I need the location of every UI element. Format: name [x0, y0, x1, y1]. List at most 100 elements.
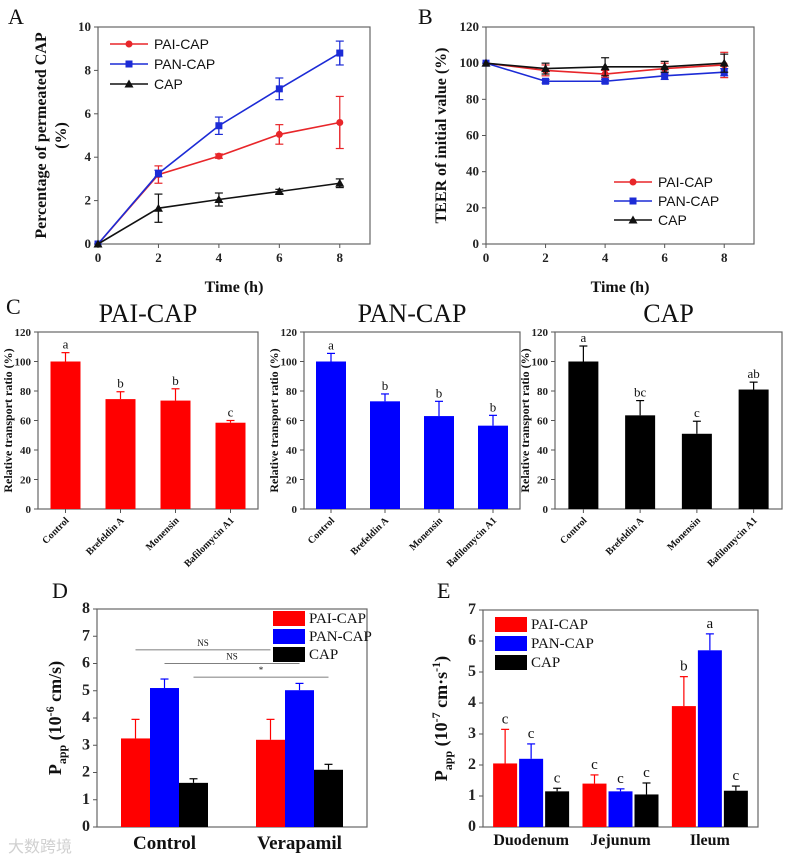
significance-letter: a: [63, 337, 69, 352]
panel-letter: B: [418, 4, 433, 29]
y-tick-label: 120: [460, 19, 480, 34]
x-category-label: Control: [133, 833, 196, 854]
y-tick-label: 100: [460, 55, 480, 70]
series-line-pai-cap: [97, 121, 340, 245]
x-category-label: Ileum: [690, 832, 731, 849]
y-tick-label: 7: [82, 627, 90, 644]
significance-letter: b: [382, 378, 389, 393]
y-label-sup: -7: [429, 712, 443, 722]
data-point-square: [215, 122, 223, 130]
panel-letter: C: [6, 294, 21, 319]
data-point-square: [542, 77, 550, 85]
x-axis-label: Time (h): [205, 279, 264, 296]
bar: [424, 416, 454, 509]
bar: [105, 399, 136, 509]
data-point-square: [125, 60, 133, 68]
x-tick-label: Monensin: [665, 515, 703, 553]
y-label-post2: ): [431, 656, 452, 662]
bar-pai-cap: [121, 738, 150, 827]
data-point-triangle: [214, 195, 224, 204]
data-point-square: [661, 72, 669, 80]
bar: [316, 361, 346, 509]
y-tick-label: 7: [468, 601, 476, 618]
y-tick-label: 80: [286, 386, 298, 398]
y-axis-label: (%): [53, 122, 70, 149]
y-tick-label: 3: [82, 736, 90, 753]
data-point-circle: [629, 178, 637, 186]
y-tick-label: 4: [82, 709, 90, 726]
series-line-pan-cap: [97, 52, 341, 245]
y-tick-label: 5: [468, 663, 476, 680]
watermark-logo: 大数跨境: [8, 837, 72, 856]
x-category-label: Verapamil: [257, 833, 342, 854]
chart-title: PAI-CAP: [99, 299, 198, 328]
y-label-post: cm·s: [431, 672, 451, 713]
y-tick-label: 40: [466, 164, 479, 179]
legend-swatch: [495, 636, 527, 651]
y-tick-label: 8: [82, 600, 90, 617]
bar-pai-cap: [256, 739, 285, 827]
bar: [50, 361, 81, 509]
y-tick-label: 60: [286, 416, 298, 428]
legend-label: PAI-CAP: [531, 617, 588, 633]
legend-label: PAN-CAP: [658, 193, 719, 209]
y-tick-label: 4: [468, 694, 476, 711]
significance-letter: c: [643, 765, 650, 781]
x-tick-label: Monensin: [407, 515, 445, 553]
y-tick-label: 1: [82, 791, 90, 808]
y-tick-label: 0: [26, 504, 32, 516]
chart-title: PAN-CAP: [358, 299, 467, 328]
bar: [478, 425, 508, 509]
significance-letter: a: [707, 616, 714, 632]
data-point-triangle: [335, 178, 345, 187]
data-point-triangle: [124, 79, 134, 88]
significance-letter: a: [328, 337, 334, 352]
y-tick-label: 0: [543, 504, 549, 516]
x-tick-label: Control: [40, 515, 71, 546]
x-axis-label: Time (h): [591, 279, 650, 296]
data-point-circle: [125, 40, 133, 48]
x-tick-label: Brefeldin A: [604, 515, 647, 558]
bar-cap: [723, 790, 748, 827]
y-tick-label: 80: [20, 386, 32, 398]
significance-letter: b: [172, 373, 179, 388]
y-tick-label: 8: [85, 62, 92, 77]
x-tick-label: 2: [542, 250, 549, 265]
y-tick-label: 60: [537, 416, 549, 428]
bar: [568, 361, 599, 509]
legend-swatch: [495, 655, 527, 670]
panel-letter: D: [52, 578, 68, 603]
y-tick-label: 80: [466, 91, 479, 106]
data-point-circle: [336, 118, 344, 126]
x-tick-label: 8: [337, 250, 344, 265]
bar: [625, 415, 656, 509]
legend-swatch: [273, 611, 305, 626]
significance-letter: b: [117, 376, 124, 391]
significance-letter: c: [502, 711, 509, 727]
data-point-triangle: [153, 203, 163, 212]
y-label-main: P: [45, 764, 65, 775]
y-label-post: cm/s): [45, 661, 66, 706]
legend-label: CAP: [154, 76, 183, 92]
data-point-circle: [215, 152, 223, 160]
plot-frame: [97, 26, 371, 245]
y-axis-label: TEER of initial value (%): [433, 47, 450, 223]
y-tick-label: 60: [20, 416, 32, 428]
bar-pan-cap: [285, 690, 314, 827]
y-tick-label: 0: [82, 818, 90, 835]
legend-swatch: [273, 647, 305, 662]
bar-cap: [179, 782, 208, 827]
significance-letter: c: [528, 726, 535, 742]
panel-letter: A: [8, 4, 24, 29]
legend-label: PAI-CAP: [309, 611, 366, 627]
y-tick-label: 2: [468, 756, 476, 773]
bar: [738, 389, 769, 509]
significance-letter: c: [733, 768, 740, 784]
legend-label: PAI-CAP: [154, 36, 209, 52]
significance-label: *: [259, 665, 264, 675]
data-point-triangle: [719, 58, 729, 67]
data-point-triangle: [628, 215, 638, 224]
y-axis-label: Percentage of permeated CAP: [33, 32, 50, 239]
significance-letter: c: [228, 405, 234, 420]
